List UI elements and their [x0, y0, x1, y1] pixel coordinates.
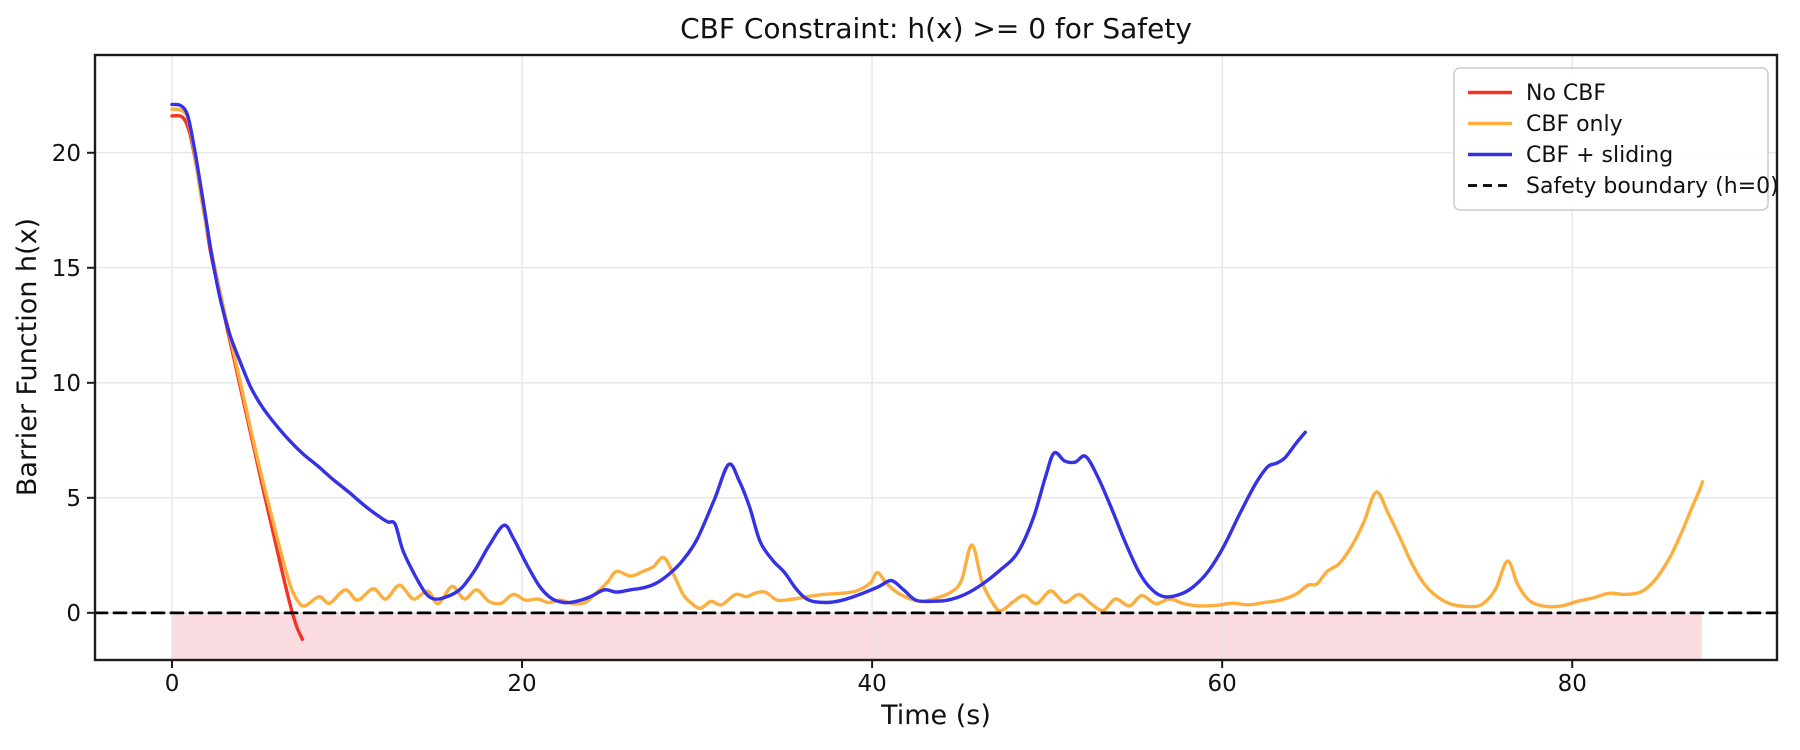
x-tick-label: 40	[857, 671, 886, 697]
legend-label-cbf-sliding: CBF + sliding	[1526, 143, 1673, 168]
x-tick-label: 60	[1208, 671, 1237, 697]
unsafe-region	[172, 612, 1702, 660]
y-tick-label: 5	[66, 486, 81, 512]
y-tick-label: 10	[52, 371, 81, 397]
x-tick-label: 0	[165, 671, 180, 697]
series-cbf-only	[170, 107, 1705, 613]
y-tick-label: 0	[66, 601, 81, 627]
legend-label-no-cbf: No CBF	[1526, 81, 1606, 106]
legend-label-safety-boundary-h-0: Safety boundary (h=0)	[1526, 174, 1779, 199]
x-tick-label: 80	[1558, 671, 1587, 697]
x-axis-label: Time (s)	[881, 700, 991, 731]
y-tick-label: 15	[52, 256, 81, 282]
chart-title: CBF Constraint: h(x) >= 0 for Safety	[680, 12, 1192, 45]
y-axis-label-text: Barrier Function h(x)	[11, 217, 43, 497]
legend-box	[1453, 67, 1769, 211]
plot-border	[93, 53, 1779, 662]
y-tick-label: 20	[52, 141, 81, 167]
x-tick-label: 20	[507, 671, 536, 697]
legend-label-cbf-only: CBF only	[1526, 112, 1623, 137]
series-cbf-sliding	[170, 102, 1307, 605]
